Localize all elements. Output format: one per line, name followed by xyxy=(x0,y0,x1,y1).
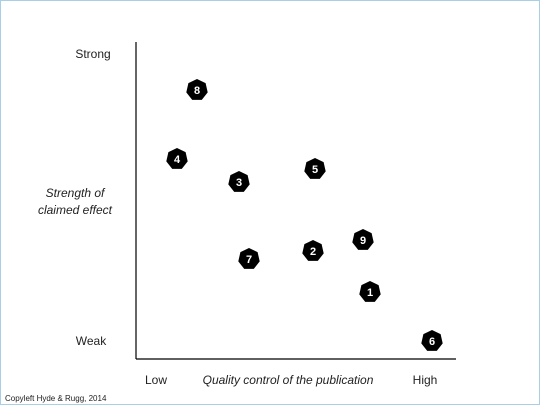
x-high-label: High xyxy=(413,373,438,387)
marker xyxy=(166,148,188,169)
marker xyxy=(359,281,381,302)
marker-label: 1 xyxy=(367,287,373,299)
marker-label: 8 xyxy=(194,85,200,97)
y-low-label: Weak xyxy=(76,334,107,348)
marker-label: 4 xyxy=(174,154,181,166)
marker xyxy=(304,158,326,179)
y-title: Strength of xyxy=(46,186,106,200)
marker xyxy=(302,240,324,261)
x-title: Quality control of the publication xyxy=(203,373,374,387)
marker-label: 7 xyxy=(246,254,252,266)
x-low-label: Low xyxy=(145,373,167,387)
marker-label: 9 xyxy=(360,235,366,247)
y-high-label: Strong xyxy=(75,47,110,61)
marker xyxy=(421,330,443,351)
credit: Copyleft Hyde & Rugg, 2014 xyxy=(5,394,107,403)
marker xyxy=(352,229,374,250)
y-title: claimed effect xyxy=(38,203,113,217)
marker-label: 5 xyxy=(312,164,318,176)
marker xyxy=(238,248,260,269)
marker xyxy=(228,171,250,192)
marker-label: 6 xyxy=(429,336,435,348)
marker-label: 2 xyxy=(310,246,316,258)
marker-label: 3 xyxy=(236,177,242,189)
marker xyxy=(186,79,208,100)
